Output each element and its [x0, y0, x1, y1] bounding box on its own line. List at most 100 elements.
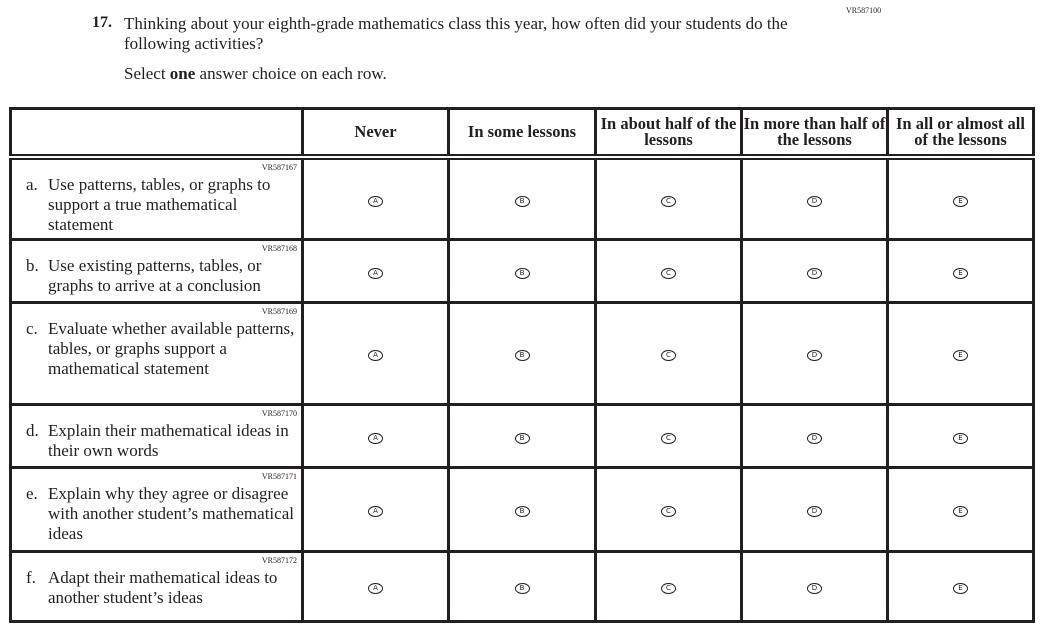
item-id: VR587170	[261, 408, 297, 418]
answer-bubble-e[interactable]: E	[953, 350, 968, 361]
answer-bubble-a[interactable]: A	[368, 583, 383, 594]
answer-cell[interactable]: A	[301, 237, 450, 304]
answer-cell[interactable]: A	[301, 549, 450, 623]
answer-bubble-e[interactable]: E	[953, 432, 968, 444]
answer-bubble-b[interactable]: B	[514, 432, 530, 444]
answer-bubble-e[interactable]: E	[953, 267, 968, 279]
answer-cell[interactable]: D	[740, 155, 889, 241]
item-id: VR587171	[261, 471, 297, 481]
answer-cell[interactable]: A	[301, 155, 450, 241]
table-row: VR587169 c. Evaluate whether available pa…	[9, 300, 1035, 406]
answer-cell[interactable]: E	[886, 549, 1035, 623]
table-row: VR587167 a. Use patterns, tables, or grap…	[9, 155, 1035, 241]
answer-cell[interactable]: D	[740, 549, 889, 623]
answer-bubble-b[interactable]: B	[514, 350, 530, 361]
answer-cell[interactable]: B	[447, 465, 597, 553]
answer-cell[interactable]: C	[594, 155, 743, 241]
question-text: Thinking about your eighth-grade mathema…	[124, 14, 788, 53]
answer-bubble-a[interactable]: A	[368, 350, 383, 361]
answer-cell[interactable]: E	[886, 300, 1035, 406]
answer-cell[interactable]: B	[447, 155, 597, 241]
row-label: VR587167 a. Use patterns, tables, or grap…	[9, 155, 304, 241]
item-id: VR587167	[261, 163, 297, 172]
answer-cell[interactable]: C	[594, 465, 743, 553]
item-text: d. Explain their mathematical ideas in th…	[12, 419, 301, 463]
question-id: VR587100	[846, 6, 882, 15]
answer-bubble-d[interactable]: D	[807, 432, 822, 444]
header-some: In some lessons	[447, 107, 597, 160]
item-letter: f.	[26, 567, 36, 587]
item-statement: Adapt their mathematical ideas to anothe…	[48, 567, 278, 607]
answer-cell[interactable]: C	[594, 237, 743, 304]
answer-bubble-d[interactable]: D	[807, 506, 822, 517]
item-text: b. Use existing patterns, tables, or grap…	[12, 254, 301, 298]
answer-bubble-b[interactable]: B	[514, 583, 530, 594]
answer-bubble-c[interactable]: C	[661, 350, 676, 361]
header-half: In about half of the lessons	[594, 107, 743, 160]
header-more-than-half: In more than half of the lessons	[740, 107, 889, 160]
answer-bubble-b[interactable]: B	[514, 506, 530, 517]
answer-cell[interactable]: D	[740, 465, 889, 553]
answer-cell[interactable]: C	[594, 402, 743, 469]
answer-bubble-c[interactable]: C	[661, 583, 676, 594]
answer-bubble-c[interactable]: C	[661, 195, 676, 207]
instruction-bold: one	[169, 64, 196, 83]
answer-bubble-d[interactable]: D	[807, 267, 822, 279]
row-label: VR587170 d. Explain their mathematical id…	[9, 402, 304, 469]
answer-bubble-c[interactable]: C	[661, 267, 676, 279]
answer-cell[interactable]: B	[447, 300, 597, 406]
answer-bubble-e[interactable]: E	[953, 506, 968, 517]
item-statement: Use patterns, tables, or graphs to suppo…	[48, 175, 271, 234]
item-statement: Evaluate whether available patterns, tab…	[48, 318, 295, 378]
answer-cell[interactable]: D	[740, 402, 889, 469]
answer-bubble-a[interactable]: A	[368, 195, 383, 207]
answer-cell[interactable]: C	[594, 549, 743, 623]
answer-cell[interactable]: B	[447, 237, 597, 304]
answer-cell[interactable]: B	[447, 549, 597, 623]
answer-bubble-e[interactable]: E	[953, 583, 968, 594]
item-text: e. Explain why they agree or disagree wit…	[12, 482, 301, 546]
header-row: Never In some lessons In about half of t…	[9, 107, 1035, 160]
row-label: VR587172 f. Adapt their mathematical idea…	[9, 549, 304, 623]
answer-cell[interactable]: E	[886, 465, 1035, 553]
answer-bubble-a[interactable]: A	[368, 506, 383, 517]
item-statement: Use existing patterns, tables, or graphs…	[48, 255, 262, 295]
answer-bubble-b[interactable]: B	[514, 267, 530, 279]
answer-bubble-a[interactable]: A	[368, 432, 383, 444]
answer-cell[interactable]: A	[301, 465, 450, 553]
item-text: f. Adapt their mathematical ideas to anot…	[12, 566, 301, 610]
answer-cell[interactable]: A	[301, 402, 450, 469]
answer-bubble-e[interactable]: E	[953, 195, 968, 207]
row-label: VR587168 b. Use existing patterns, tables…	[9, 237, 304, 304]
row-label: VR587169 c. Evaluate whether available pa…	[9, 300, 304, 406]
instruction: Select one answer choice on each row.	[124, 64, 387, 84]
answer-bubble-c[interactable]: C	[661, 432, 676, 444]
answer-cell[interactable]: C	[594, 300, 743, 406]
instruction-pre: Select	[124, 64, 170, 83]
answer-cell[interactable]: E	[886, 237, 1035, 304]
item-letter: b.	[26, 255, 39, 275]
answer-cell[interactable]: D	[740, 237, 889, 304]
row-label: VR587171 e. Explain why they agree or dis…	[9, 465, 304, 553]
table-row: VR587172 f. Adapt their mathematical idea…	[9, 549, 1035, 623]
answer-bubble-d[interactable]: D	[807, 350, 822, 361]
answer-cell[interactable]: D	[740, 300, 889, 406]
answer-bubble-c[interactable]: C	[661, 506, 676, 517]
answer-bubble-b[interactable]: B	[514, 195, 530, 207]
answer-bubble-d[interactable]: D	[807, 195, 822, 207]
item-statement: Explain why they agree or disagree with …	[48, 483, 294, 543]
answer-cell[interactable]: E	[886, 155, 1035, 241]
item-letter: a.	[26, 175, 38, 194]
answer-bubble-d[interactable]: D	[807, 583, 822, 594]
item-text: a. Use patterns, tables, or graphs to sup…	[12, 173, 301, 237]
item-letter: e.	[26, 483, 38, 503]
answer-cell[interactable]: E	[886, 402, 1035, 469]
answer-cell[interactable]: A	[301, 300, 450, 406]
header-all: In all or almost all of the lessons	[886, 107, 1035, 160]
answer-bubble-a[interactable]: A	[368, 267, 383, 279]
question-number: 17.	[92, 14, 112, 31]
item-text: c. Evaluate whether available patterns, t…	[12, 317, 301, 381]
answer-cell[interactable]: B	[447, 402, 597, 469]
table-row: VR587171 e. Explain why they agree or dis…	[9, 465, 1035, 553]
response-grid: Never In some lessons In about half of t…	[9, 107, 1035, 623]
